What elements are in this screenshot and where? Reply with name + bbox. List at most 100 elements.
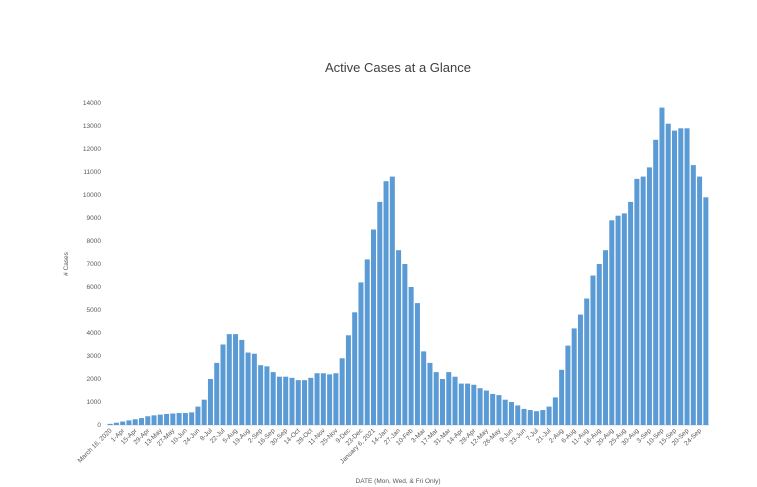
bar — [565, 345, 571, 425]
bar — [703, 197, 709, 425]
bar — [452, 376, 458, 425]
y-tick-label: 1000 — [87, 399, 102, 406]
bar — [308, 377, 314, 425]
bar — [302, 380, 308, 425]
bar — [653, 139, 659, 426]
bar — [120, 421, 126, 425]
bar — [477, 388, 483, 425]
bar — [383, 181, 389, 425]
bar — [176, 413, 182, 425]
y-tick-label: 12000 — [83, 146, 101, 153]
y-tick-label: 14000 — [83, 100, 101, 107]
bar — [339, 358, 345, 425]
bar — [182, 413, 188, 425]
bar — [690, 165, 696, 425]
bar — [577, 314, 583, 425]
bar — [408, 287, 414, 425]
bar — [201, 399, 207, 425]
bar — [527, 410, 533, 425]
bar — [515, 405, 521, 425]
bar — [534, 411, 540, 425]
bar — [107, 423, 113, 425]
bar — [697, 176, 703, 425]
bar — [220, 344, 226, 425]
y-tick-label: 10000 — [83, 192, 101, 199]
bar — [496, 395, 502, 425]
bar — [433, 372, 439, 425]
x-axis-label: DATE (Mon, Wed, & Fri Only) — [356, 478, 441, 485]
bar — [189, 412, 195, 425]
bar — [421, 351, 427, 425]
bar — [396, 250, 402, 425]
bar — [414, 303, 420, 425]
bar — [678, 128, 684, 426]
bar — [170, 413, 176, 425]
bar — [377, 201, 383, 425]
bar — [195, 406, 201, 425]
bar — [402, 264, 408, 425]
bar — [364, 259, 370, 425]
bar — [502, 399, 508, 425]
bar — [439, 379, 445, 425]
bar — [389, 176, 395, 425]
bar — [239, 339, 245, 425]
bar — [157, 414, 163, 425]
y-tick-label: 11000 — [83, 169, 101, 176]
y-tick-label: 7000 — [87, 261, 102, 268]
bar — [559, 369, 565, 425]
y-tick-label: 5000 — [87, 307, 102, 314]
bar — [672, 130, 678, 425]
bar — [584, 298, 590, 425]
bar — [345, 335, 351, 425]
bar — [640, 176, 646, 425]
bar — [552, 397, 558, 425]
bar — [164, 413, 170, 425]
bar — [521, 408, 527, 425]
bar — [264, 366, 270, 425]
bar — [358, 282, 364, 425]
bar — [245, 352, 251, 425]
bar — [333, 373, 339, 425]
bar — [138, 418, 144, 425]
bar — [446, 372, 452, 425]
bar — [571, 328, 577, 425]
bar — [596, 264, 602, 425]
bar — [458, 383, 464, 425]
bar — [465, 383, 471, 425]
y-tick-label: 4000 — [87, 330, 102, 337]
bar — [546, 406, 552, 425]
bar — [113, 422, 119, 425]
bar — [214, 362, 220, 425]
bar — [270, 372, 276, 425]
bar — [283, 376, 289, 425]
bar — [427, 362, 433, 425]
bar — [628, 201, 634, 425]
y-tick-label: 2000 — [87, 376, 102, 383]
bar — [684, 128, 690, 426]
bar — [251, 353, 257, 425]
bar — [314, 373, 320, 425]
bar — [151, 415, 157, 425]
bar — [289, 377, 295, 425]
bar — [145, 416, 151, 425]
bar — [327, 374, 333, 425]
bar — [483, 390, 489, 425]
bar — [126, 420, 132, 425]
y-tick-label: 13000 — [83, 123, 101, 130]
bar — [659, 107, 665, 425]
bar — [320, 373, 326, 425]
bar — [646, 167, 652, 425]
x-tick-label: March 16, 2020 — [77, 427, 114, 464]
y-tick-label: 9000 — [87, 215, 102, 222]
y-tick-label: 0 — [97, 422, 101, 429]
bar — [615, 215, 621, 425]
bar — [590, 275, 596, 425]
bar — [508, 402, 514, 425]
bar — [132, 419, 138, 425]
chart-title: Active Cases at a Glance — [325, 60, 471, 75]
bar — [490, 393, 496, 425]
bar — [665, 123, 671, 425]
y-axis-label: # Cases — [63, 251, 70, 276]
y-tick-label: 6000 — [87, 284, 102, 291]
